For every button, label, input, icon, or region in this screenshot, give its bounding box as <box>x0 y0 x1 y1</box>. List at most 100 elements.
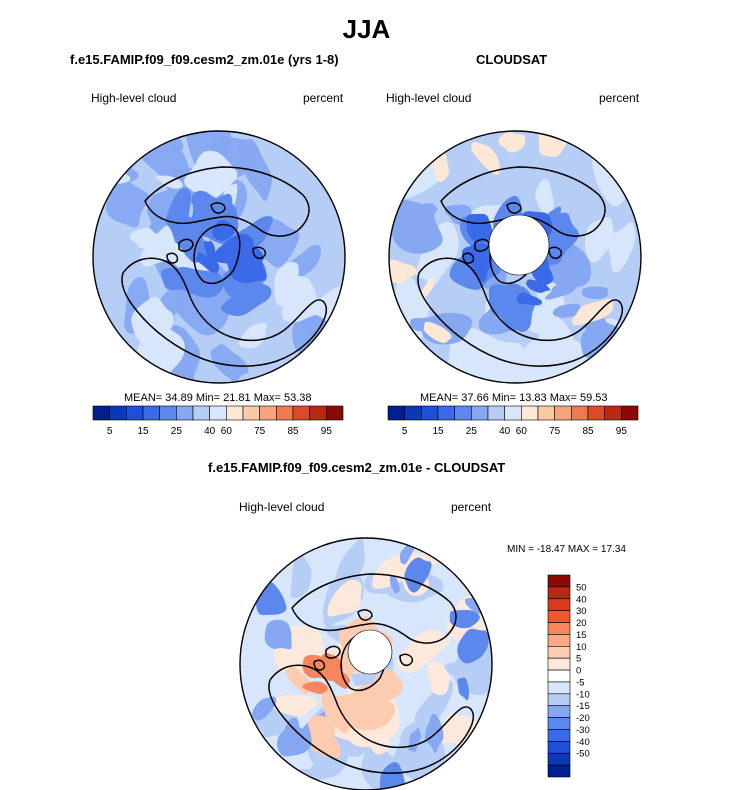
panel3-colorbar-box <box>547 741 571 754</box>
panel2-colorbar-box <box>621 405 639 421</box>
panel2-contour-region <box>526 279 551 293</box>
panel2-max-label: Max= <box>549 392 577 404</box>
panel3-colorbar-tick-label: -40 <box>576 737 590 748</box>
panel3-contour-region <box>457 628 489 664</box>
panel1-colorbar-tick-label: 15 <box>137 426 149 437</box>
panel3-stats: MIN = -18.47 MAX = 17.34 <box>507 544 626 555</box>
panel2-colorbar-box <box>604 405 622 421</box>
panel1-colorbar-box <box>142 405 160 421</box>
panel2-contour-region <box>584 217 616 263</box>
panel3-colorbar-box <box>547 574 571 588</box>
panel3-colorbar-tick-label: 50 <box>576 582 587 593</box>
panel2-colorbar-box <box>437 405 455 421</box>
panel3-colorbar-box <box>547 622 571 635</box>
panel1-coastline <box>121 257 327 367</box>
panel1-colorbar-box <box>226 405 244 421</box>
panel3-contour-region <box>327 579 362 617</box>
panel2-mean-label: MEAN= <box>420 392 459 404</box>
panel3-colorbar-box <box>547 598 571 611</box>
panel1-coastline <box>193 223 241 285</box>
panel2-colorbar-tick-label: 75 <box>549 426 561 437</box>
panel2-contour-region <box>408 203 438 219</box>
panel3-coastline <box>313 659 326 671</box>
panel1-coastline <box>178 238 194 252</box>
panel3-colorbar-box <box>547 634 571 647</box>
panel3-colorbar-tick-label: 10 <box>576 642 587 653</box>
panel1-colorbar-tick-label: 60 <box>221 426 233 437</box>
panel1-contour-region <box>173 267 225 298</box>
panel1-contour-region <box>238 139 273 201</box>
figure-title: JJA <box>342 14 391 44</box>
panel2-contour-region <box>590 359 614 383</box>
panel3-contour-region <box>404 557 432 593</box>
panel3-colorbar-tick-label: 20 <box>576 618 587 629</box>
panel2-coastline <box>440 166 606 237</box>
panel2-colorbar-box <box>571 405 589 421</box>
panel3-contour-region <box>302 681 328 694</box>
panel1-contour-region <box>184 150 238 200</box>
panel2-colorbar-box <box>404 405 422 421</box>
panel1-max-label: Max= <box>253 392 281 404</box>
panel1-units-label: percent <box>303 91 344 105</box>
panel2-colorbar-tick-label: 15 <box>432 426 444 437</box>
panel2-colorbar-tick-label: 60 <box>516 426 528 437</box>
panel3-colorbar-box <box>547 705 571 718</box>
panel2-contour-region <box>498 132 526 153</box>
panel1-colorbar-box <box>176 405 194 421</box>
panel2-map-border <box>388 130 642 384</box>
panel1-colorbar-box <box>242 405 260 421</box>
panel3-contour-region <box>449 610 480 629</box>
panel2-polar-map <box>388 130 642 384</box>
panel1-colorbar-box <box>309 405 327 421</box>
panel2-title: CLOUDSAT <box>476 52 548 67</box>
panel2-coastline <box>462 252 475 264</box>
panel1-contour-region <box>238 322 268 349</box>
panel3-coastline <box>291 573 457 644</box>
panel2-max-value: 59.53 <box>579 392 608 404</box>
panel2-coastline <box>506 202 522 214</box>
panel1-contour-region <box>195 252 220 273</box>
panel1-contour-region <box>301 350 337 374</box>
panel2-min-value: 13.83 <box>519 392 547 404</box>
panel1-colorbar-tick-label: 40 <box>204 426 216 437</box>
panel1-coastline <box>166 252 179 264</box>
panel3-colorbar-tick-label: -10 <box>576 689 590 700</box>
panel2-coastline <box>417 257 623 367</box>
panel2-missing-data-hole <box>488 214 550 276</box>
panel2-colorbar-tick-label: 25 <box>466 426 478 437</box>
panel2-colorbar-tick-label: 40 <box>499 426 511 437</box>
panel1-contour-region <box>131 296 174 343</box>
panel3-coastline <box>325 645 341 659</box>
panel3-contour-region <box>427 660 450 695</box>
panel2-contour-region <box>420 276 435 299</box>
panel3-colorbar-box <box>547 645 571 659</box>
panel2-contour-region <box>608 222 636 273</box>
panel2-contour-region <box>581 286 609 300</box>
panel1-contour-region <box>93 131 119 169</box>
panel1-contour-region <box>210 343 249 383</box>
panel2-contour-region <box>415 222 459 286</box>
panel1-max-value: 53.38 <box>283 392 312 404</box>
panel3-polar-map <box>239 537 493 790</box>
panel3-missing-data-hole <box>347 629 393 675</box>
panel1-contour-region <box>140 225 183 267</box>
panel2-colorbar-tick-label: 85 <box>582 426 594 437</box>
panel2-colorbar-tick-label: 5 <box>402 426 408 437</box>
panel3-colorbar-tick-label: 40 <box>576 594 587 605</box>
panel3-contour-region <box>269 694 317 717</box>
panel2-mean-value: 37.66 <box>461 392 489 404</box>
panel1-colorbar-tick-label: 5 <box>107 426 113 437</box>
panel2-contour-region <box>488 283 527 316</box>
panel2-colorbar-box <box>521 405 539 421</box>
panel3-units-label: percent <box>451 500 492 514</box>
panel3-colorbar-tick-label: -15 <box>576 701 590 712</box>
panel3-colorbar-box <box>547 681 571 695</box>
panel2-contour-region <box>552 303 583 318</box>
panel2-contour-region <box>572 298 614 326</box>
panel1-colorbar-box <box>209 405 227 421</box>
panel3-colorbar-box <box>547 752 571 766</box>
panel3-colorbar-box <box>547 764 571 778</box>
panel3-contour-region <box>264 619 292 650</box>
panel3-colorbar-box <box>547 610 571 623</box>
